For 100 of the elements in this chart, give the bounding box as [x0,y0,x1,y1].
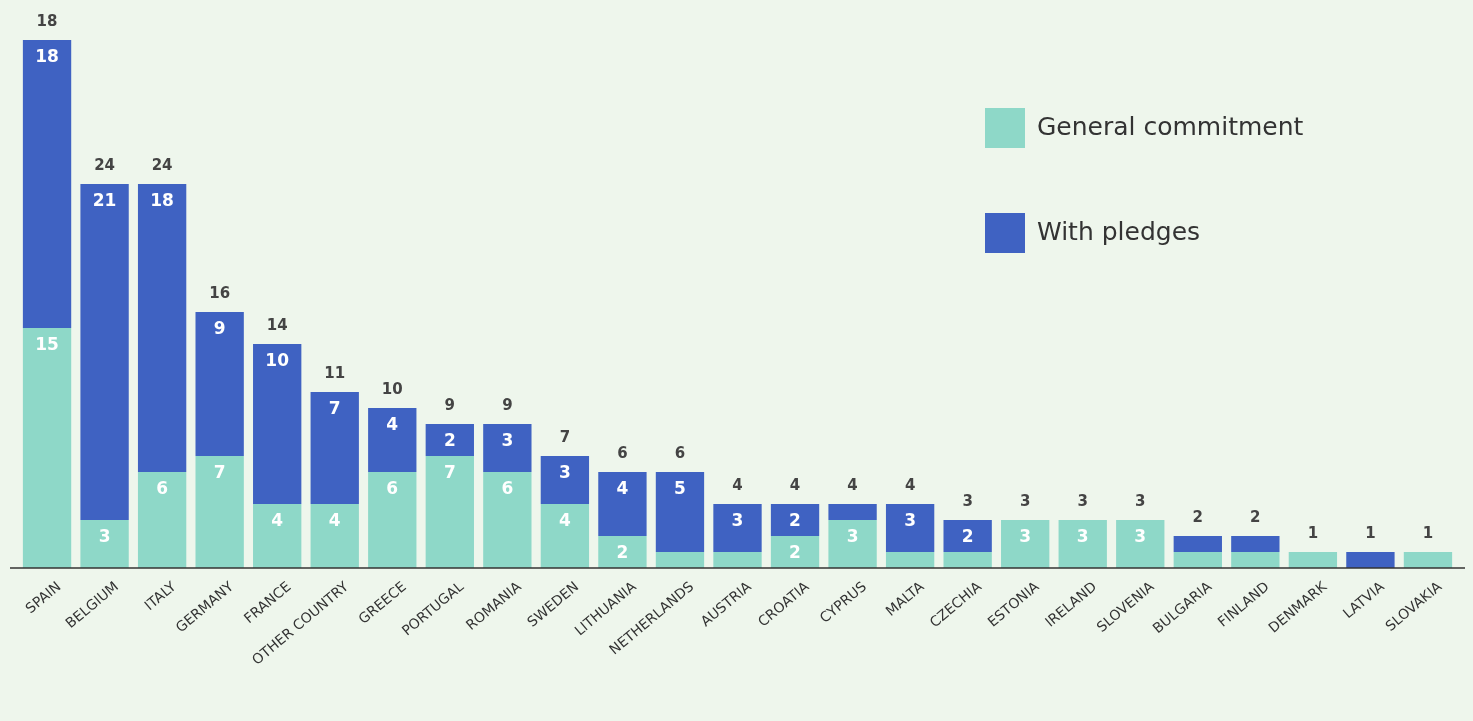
data-label: 3 [558,462,571,482]
data-label: 2 [789,542,801,562]
data-label: 4 [558,510,571,530]
bar [1231,552,1280,568]
bar [943,520,992,552]
bar [540,456,590,504]
bar [885,552,935,568]
bar [943,552,992,568]
bar [22,328,72,568]
annotation: 1 [1307,524,1319,542]
data-label: 3 [501,430,514,450]
bar [1403,552,1453,568]
bar [1288,552,1338,568]
data-label: 18 [150,190,174,210]
bar [770,536,820,568]
annotation: 9 [502,396,513,414]
bar [598,536,647,568]
bar [195,456,244,568]
data-label: 3 [98,526,111,546]
annotation: 18 [36,12,58,30]
data-label: 4 [616,478,629,498]
bar [1001,520,1050,568]
data-label: 15 [35,334,59,354]
annotation: 3 [962,492,973,510]
bar [310,392,359,504]
annotation: 3 [1019,492,1031,510]
bar [885,504,935,552]
annotation: 10 [381,380,403,398]
bar [1173,552,1222,568]
bar [828,504,877,520]
data-label: 3 [904,510,917,530]
bar [713,504,762,552]
bar [310,504,359,568]
bar [80,184,129,520]
annotation: 16 [209,284,231,302]
bar [655,472,705,552]
data-label: 2 [616,542,629,562]
annotation: 11 [324,364,346,382]
annotation: 2 [1250,508,1261,526]
data-label: 3 [731,510,744,530]
data-label: 10 [265,350,290,370]
bar [540,504,590,568]
data-label: 6 [156,478,169,498]
bar [368,408,417,472]
annotation: 1 [1365,524,1376,542]
data-label: 6 [386,478,399,498]
bar [483,472,532,568]
data-label: 4 [271,510,284,530]
bar [425,456,474,568]
data-label: 4 [386,414,399,434]
data-label: 7 [328,398,341,418]
data-label: 5 [674,478,686,498]
data-label: 2 [443,430,456,450]
annotation: 4 [847,476,858,494]
bar [770,504,820,536]
annotation: 1 [1422,524,1434,542]
bar [137,184,187,472]
bar [80,520,129,568]
bar [1231,536,1280,552]
data-label: 18 [35,46,59,66]
bar [598,472,647,536]
data-label: 21 [92,190,117,210]
annotation: 4 [789,476,801,494]
annotation: 24 [94,156,116,174]
data-label: 3 [1076,526,1089,546]
data-label: 2 [789,510,801,530]
annotation: 24 [151,156,173,174]
bar [655,552,705,568]
bar [195,312,244,456]
bar [425,424,474,456]
annotation: 9 [444,396,456,414]
annotation: 4 [732,476,743,494]
bar [713,552,762,568]
bar [1346,552,1395,568]
annotation: 6 [674,444,686,462]
annotation: 4 [904,476,916,494]
bar [483,424,532,472]
annotation: 6 [617,444,628,462]
bar [253,504,302,568]
annotation: 3 [1077,492,1088,510]
annotation: 7 [559,428,571,446]
data-label: 3 [846,526,859,546]
annotation: 3 [1135,492,1146,510]
bar [137,472,187,568]
legend-label: With pledges [1037,217,1201,246]
bar [253,344,302,504]
data-label: 3 [1019,526,1032,546]
bar [1173,536,1222,552]
annotation: 2 [1192,508,1204,526]
data-label: 3 [1134,526,1147,546]
data-label: 7 [213,462,226,482]
data-label: 7 [443,462,456,482]
bar [1058,520,1107,568]
data-label: 9 [213,318,226,338]
annotation: 14 [266,316,288,334]
data-label: 2 [961,526,974,546]
bar [1116,520,1165,568]
bar [22,40,72,328]
data-label: 6 [501,478,514,498]
legend-label: General commitment [1037,112,1304,141]
